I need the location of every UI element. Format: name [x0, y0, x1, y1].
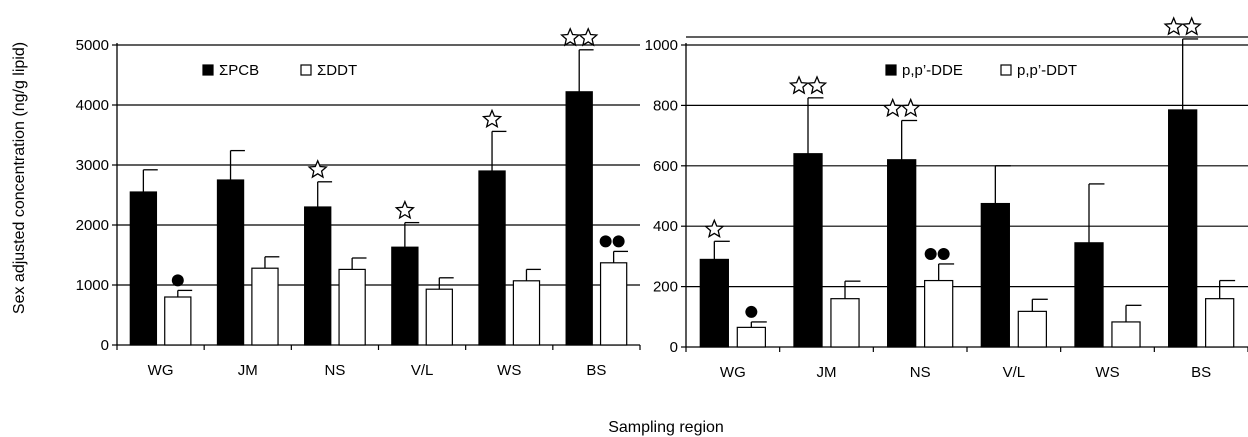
y-axis-title: Sex adjusted concentration (ng/g lipid) [11, 42, 28, 314]
significance-star-icon [788, 75, 810, 95]
bar [478, 170, 506, 346]
legend-label: p,p’-DDE [902, 62, 963, 79]
x-tick-label: BS [586, 362, 606, 379]
y-tick-label: 1000 [645, 37, 678, 54]
significance-star-icon [704, 218, 725, 238]
x-tick-label: V/L [411, 362, 434, 379]
bar [924, 279, 954, 348]
significance-star-icon [481, 108, 503, 129]
significance-dot-icon [599, 235, 612, 248]
y-tick-label: 400 [653, 218, 678, 235]
y-tick-label: 3000 [76, 157, 109, 174]
x-tick-label: WG [720, 364, 746, 381]
x-tick-label: WG [148, 362, 174, 379]
y-tick-label: 4000 [76, 97, 109, 114]
y-tick-label: 2000 [76, 217, 109, 234]
legend-label: ΣDDT [317, 62, 357, 79]
x-tick-label: BS [1191, 364, 1211, 381]
legend-label: ΣPCB [219, 62, 259, 79]
right-panel: 0 200 400 600 800 1000 WG JM NS V/L WS BS p,p’-DDE p,… [645, 16, 1248, 381]
bar [830, 298, 860, 348]
significance-star-icon [806, 75, 828, 95]
y-tick-label: 800 [653, 97, 678, 114]
bar [736, 326, 766, 348]
y-tick-label: 5000 [76, 37, 109, 54]
bar [565, 91, 593, 346]
significance-star-icon [394, 199, 415, 220]
significance-star-icon [1181, 16, 1202, 36]
significance-star-icon [1163, 16, 1184, 36]
y-tick-label: 0 [101, 337, 109, 354]
bar [1111, 321, 1141, 348]
bar [1017, 310, 1047, 348]
x-tick-label: JM [238, 362, 258, 379]
legend-swatch [1000, 64, 1012, 76]
bar [425, 288, 453, 346]
bar [599, 262, 628, 346]
y-tick-label: 200 [653, 279, 678, 296]
left-panel: 0 1000 2000 3000 4000 5000 WG JM NS V/L WS BS ΣPCB ΣD… [76, 27, 641, 379]
significance-dot-icon [171, 274, 184, 287]
significance-dot-icon [937, 247, 950, 260]
bar [512, 280, 541, 346]
bar [251, 267, 279, 346]
legend-swatch [202, 64, 214, 76]
bar [338, 268, 366, 346]
bar [887, 159, 917, 348]
bar [216, 179, 245, 346]
significance-star-icon [900, 97, 921, 118]
x-tick-label: WS [497, 362, 521, 379]
bar [129, 191, 158, 346]
significance-star-icon [560, 27, 581, 47]
x-tick-label: NS [324, 362, 345, 379]
x-tick-label: JM [817, 364, 837, 381]
significance-star-icon [578, 27, 599, 47]
y-tick-label: 1000 [76, 277, 109, 294]
legend-swatch [885, 64, 897, 76]
significance-star-icon [882, 97, 903, 118]
bar [699, 258, 729, 348]
legend-label: p,p’-DDT [1017, 62, 1077, 79]
x-tick-label: NS [910, 364, 931, 381]
bar [304, 206, 332, 346]
bar [1168, 109, 1198, 348]
bar [1074, 242, 1104, 348]
x-tick-label: WS [1095, 364, 1119, 381]
bar [980, 202, 1010, 348]
legend-swatch [300, 64, 312, 76]
significance-star-icon [307, 159, 328, 179]
bar [164, 296, 192, 346]
significance-dot-icon [745, 305, 758, 318]
significance-dot-icon [924, 247, 937, 260]
significance-dot-icon [612, 235, 625, 248]
bar [391, 246, 419, 346]
y-tick-label: 600 [653, 158, 678, 175]
x-tick-label: V/L [1003, 364, 1026, 381]
bar [793, 153, 823, 348]
x-axis-title: Sampling region [608, 419, 724, 436]
bar [1205, 298, 1235, 348]
y-tick-label: 0 [670, 339, 678, 356]
